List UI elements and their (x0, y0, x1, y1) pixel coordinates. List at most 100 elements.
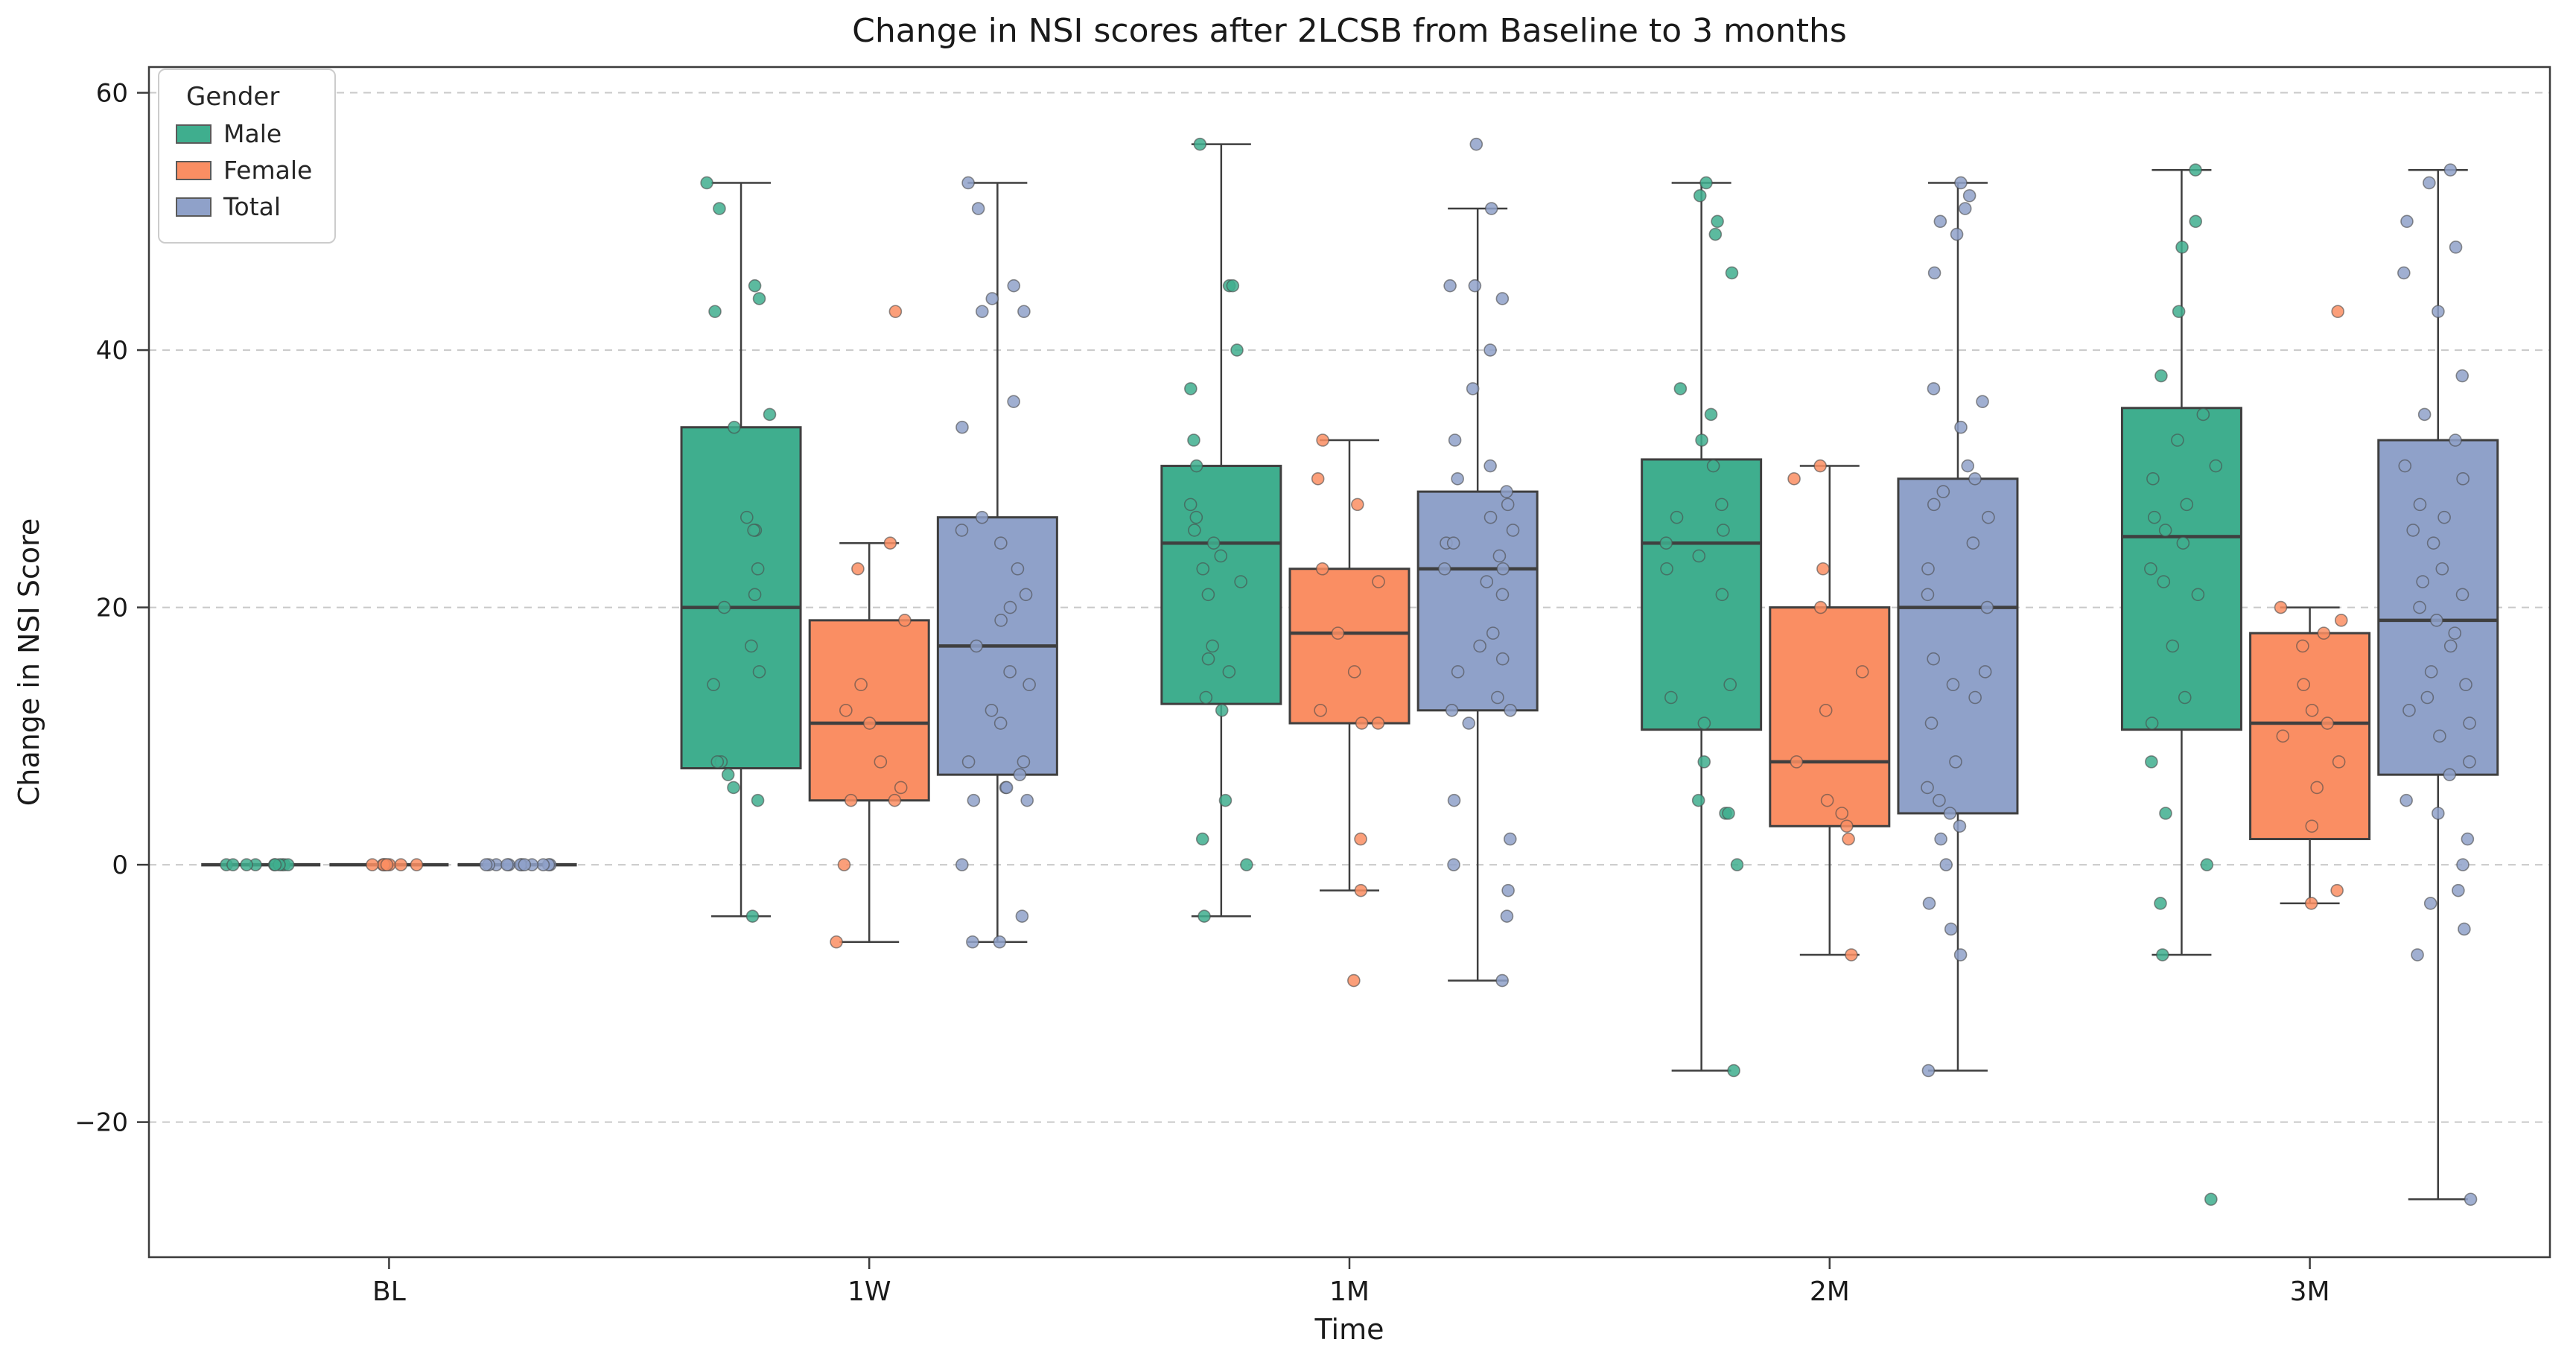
iqr-box (808, 619, 930, 802)
data-point-male (1659, 536, 1673, 550)
data-point-female (2276, 729, 2290, 743)
box-female-1W (808, 541, 930, 943)
data-point-total (967, 793, 981, 807)
data-point-total (1921, 588, 1935, 602)
data-point-female (2274, 600, 2288, 614)
box-male-3M (2120, 168, 2242, 956)
data-point-total (1961, 459, 1975, 473)
data-point-male (240, 858, 253, 871)
data-point-female (1845, 948, 1858, 962)
data-point-total (1445, 703, 1459, 717)
data-point-male (1711, 214, 1724, 229)
data-point-male (2146, 472, 2160, 486)
data-point-female (1820, 793, 1834, 807)
legend-entry-total: Total (176, 192, 312, 221)
data-point-male (1198, 909, 1211, 923)
y-axis-label: Change in NSI Score (13, 518, 45, 807)
data-point-total (1443, 279, 1457, 293)
data-point-male (1195, 832, 1209, 846)
data-point-male (745, 639, 758, 653)
data-point-male (1206, 639, 1219, 653)
tick-labels: −20 0 20 40 60 BL 1W 1M 2M 3M (74, 79, 2329, 1307)
data-point-female (394, 858, 408, 871)
data-point-male (700, 176, 713, 190)
data-point-male (2166, 639, 2180, 653)
data-point-male (2154, 369, 2168, 383)
data-point-female (2296, 639, 2309, 653)
data-point-male (2144, 562, 2157, 576)
data-point-female (2317, 626, 2331, 640)
data-point-female (2331, 305, 2344, 319)
legend-entry-male: Male (176, 119, 312, 148)
data-point-male (740, 510, 754, 524)
data-point-total (1954, 176, 1968, 190)
data-point-total (2406, 524, 2420, 537)
data-point-male (1199, 690, 1213, 705)
chart-title: Change in NSI scores after 2LCSB from Ba… (852, 12, 1847, 50)
data-point-male (2155, 948, 2169, 962)
data-point-female (1314, 703, 1327, 717)
data-point-male (1222, 665, 1236, 678)
y-tick-label: 20 (96, 594, 128, 623)
data-point-male (2172, 305, 2186, 319)
data-point-total (536, 858, 550, 871)
data-point-female (888, 793, 902, 807)
data-point-male (713, 202, 726, 215)
data-point-female (1839, 819, 1854, 833)
data-point-male (1725, 266, 1739, 280)
data-point-total (1483, 459, 1497, 473)
legend-label-male: Male (223, 119, 282, 148)
data-point-male (1708, 227, 1723, 241)
legend-swatch-total (176, 197, 212, 217)
data-point-female (837, 858, 851, 871)
data-point-male (2176, 536, 2190, 550)
data-point-total (1495, 652, 1510, 666)
data-point-total (1020, 793, 1034, 807)
data-point-total (518, 858, 532, 871)
data-point-total (1982, 510, 1995, 524)
data-point-total (994, 536, 1008, 550)
data-point-male (2175, 241, 2189, 254)
iqr-box (1641, 458, 1763, 731)
data-point-male (1727, 1064, 1740, 1078)
data-point-total (1944, 922, 1958, 936)
data-point-total (2456, 858, 2470, 871)
x-tick-label-BL: BL (372, 1277, 406, 1307)
data-point-total (2452, 883, 2465, 897)
data-point-total (961, 176, 975, 190)
data-point-total (2432, 807, 2445, 820)
data-point-male (1692, 549, 1706, 563)
data-point-total (1976, 395, 1989, 408)
data-point-total (2413, 498, 2427, 512)
y-tick-label: 60 (96, 79, 128, 109)
iqr-box (1160, 465, 1282, 705)
strip-points (220, 137, 2478, 1207)
data-point-female (1347, 973, 1361, 988)
data-point-male (1189, 459, 1203, 473)
data-point-male (1196, 562, 1210, 576)
data-point-total (2449, 241, 2463, 254)
data-point-total (1968, 690, 1982, 705)
data-point-total (955, 858, 969, 871)
data-point-total (1501, 498, 1515, 512)
data-point-total (1921, 562, 1935, 576)
data-point-female (1355, 716, 1369, 730)
data-point-female (851, 562, 865, 576)
data-point-male (1706, 459, 1720, 473)
data-point-total (2456, 472, 2470, 486)
data-point-total (2423, 897, 2437, 910)
data-point-total (2398, 459, 2412, 473)
data-point-male (1184, 382, 1198, 395)
data-point-total (1483, 510, 1498, 524)
data-point-female (1331, 626, 1345, 640)
data-point-total (2435, 562, 2449, 576)
data-point-male (1206, 536, 1221, 550)
data-point-total (1968, 472, 1982, 486)
data-point-male (2159, 807, 2172, 820)
data-point-male (708, 305, 722, 319)
data-point-total (1953, 819, 1967, 833)
data-point-male (752, 292, 766, 305)
data-point-total (1017, 755, 1031, 769)
data-point-total (2461, 832, 2475, 846)
